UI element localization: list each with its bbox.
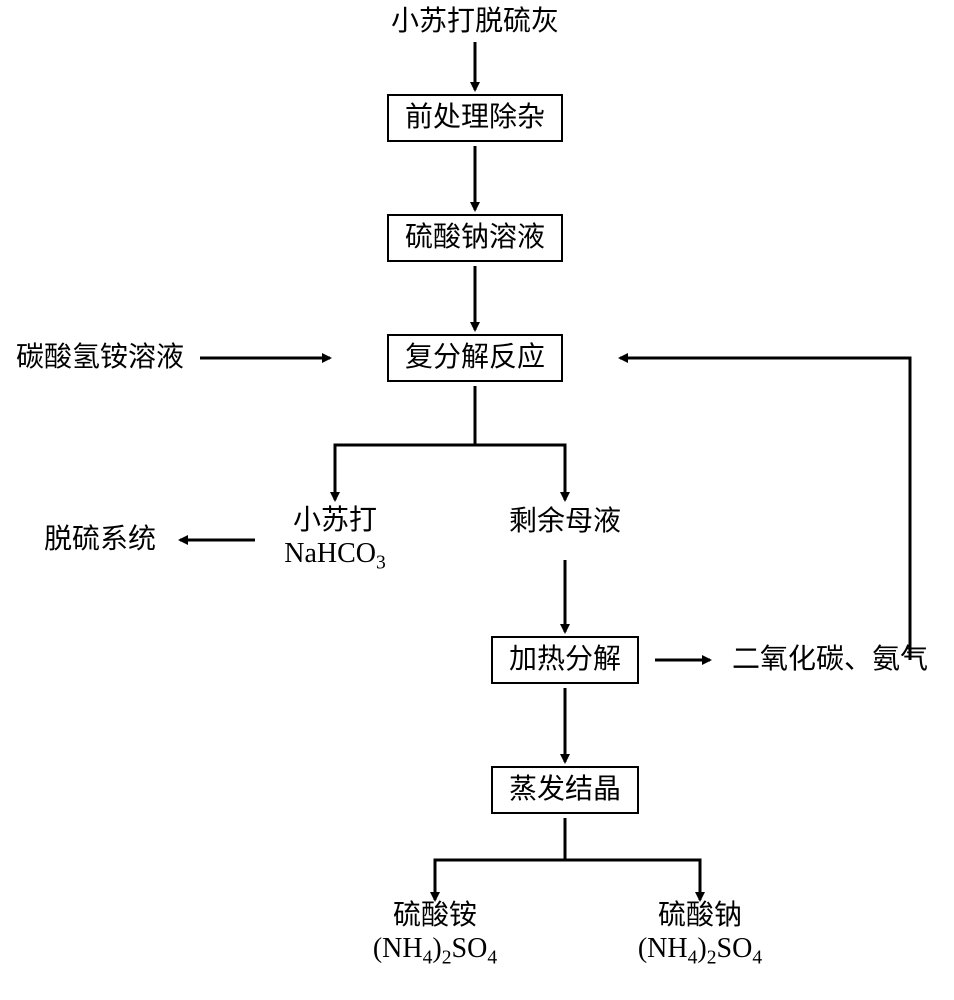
edge (335, 445, 475, 500)
node-label: 小苏打 (284, 505, 386, 537)
node-n_ammsulf: 硫酸铵(NH4)2SO4 (373, 900, 497, 969)
node-n_mother: 剩余母液 (509, 506, 621, 538)
node-n_na2so4: 硫酸钠溶液 (387, 214, 563, 262)
node-n_input_top: 小苏打脱硫灰 (391, 6, 559, 38)
node-label: 硫酸钠 (638, 900, 762, 932)
edges-layer (0, 0, 954, 1000)
edge (435, 860, 565, 900)
node-label: 硫酸钠溶液 (405, 222, 545, 254)
node-label2: (NH4)2SO4 (638, 933, 762, 970)
flowchart-canvas: 小苏打脱硫灰前处理除杂硫酸钠溶液碳酸氢铵溶液 复分解反应小苏打NaHCO3 剩余母液… (0, 0, 954, 1000)
node-label: 脱硫系统 (44, 524, 156, 556)
node-n_nh4hco3: 碳酸氢铵溶液 (16, 342, 184, 374)
node-label: 碳酸氢铵溶液 (16, 342, 184, 374)
edge (475, 445, 565, 500)
node-label: 前处理除杂 (405, 102, 545, 134)
node-n_desulf: 脱硫系统 (44, 524, 156, 556)
node-label: 蒸发结晶 (509, 774, 621, 806)
node-n_pretreat: 前处理除杂 (387, 94, 563, 142)
edge (565, 860, 700, 900)
node-label: 复分解反应 (405, 342, 545, 374)
node-label: 硫酸铵 (373, 900, 497, 932)
node-n_metathesis: 复分解反应 (387, 334, 563, 382)
node-label: 二氧化碳、氨气 (732, 644, 928, 676)
node-label2: NaHCO3 (284, 538, 386, 575)
node-label: 小苏打脱硫灰 (391, 6, 559, 38)
node-label: 剩余母液 (509, 506, 621, 538)
node-label: 加热分解 (509, 644, 621, 676)
node-n_nahco3: 小苏打NaHCO3 (284, 505, 386, 574)
node-n_evap: 蒸发结晶 (491, 766, 639, 814)
node-n_co2nh3: 二氧化碳、氨气 (732, 644, 928, 676)
node-n_nasulf: 硫酸钠(NH4)2SO4 (638, 900, 762, 969)
node-n_heat: 加热分解 (491, 636, 639, 684)
edge (620, 358, 910, 660)
node-label2: (NH4)2SO4 (373, 933, 497, 970)
